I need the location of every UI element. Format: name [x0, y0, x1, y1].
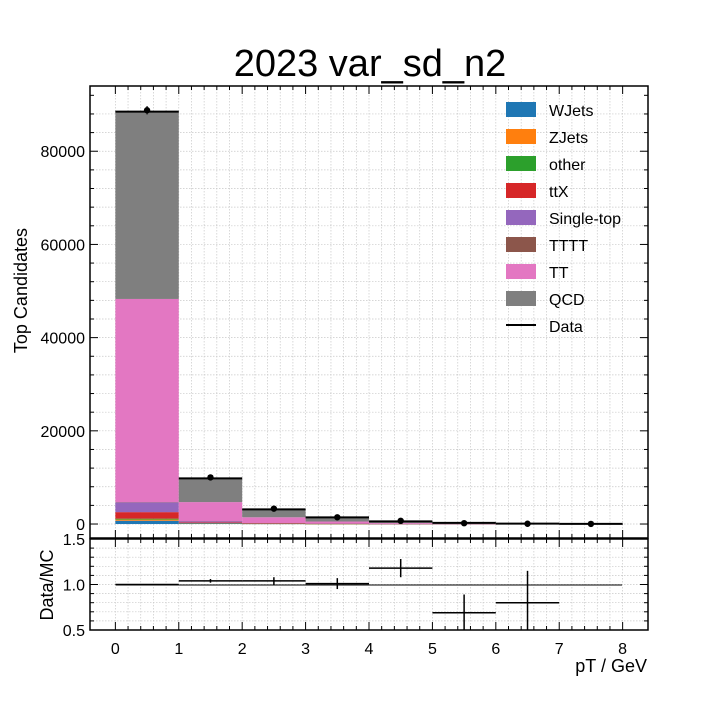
ratio-y-tick-label: 0.5	[63, 623, 85, 640]
ratio-y-tick-label: 1.5	[63, 532, 85, 549]
legend-label-data: Data	[549, 319, 583, 336]
legend-swatch-zjets	[506, 129, 536, 144]
x-tick-label: 3	[301, 641, 310, 658]
data-point	[460, 519, 468, 527]
bar-wjets	[178, 523, 243, 525]
legend-label-tt: TT	[549, 265, 569, 282]
y-tick-label: 20000	[41, 424, 86, 441]
x-tick-label: 5	[428, 641, 437, 658]
x-axis-label: pT / GeV	[575, 656, 647, 676]
ratio-panel: 0 1 2 3 4 5 6 7 8 0.5 1.0 1.5 Data/MC pT / GeV	[37, 532, 649, 676]
bar-single-top	[115, 502, 179, 513]
y-tick-label: 40000	[41, 331, 86, 348]
y-tick-label: 0	[76, 517, 85, 534]
stacked-bars	[115, 110, 623, 525]
x-tick-label: 0	[111, 641, 120, 658]
main-ticks: 0 20000 40000 60000 80000	[41, 86, 648, 538]
legend-swatch-other	[506, 156, 536, 171]
ratio-ticks: 0 1 2 3 4 5 6 7 8 0.5 1.0 1.5	[63, 532, 648, 658]
legend-label-ttx: ttX	[549, 184, 569, 201]
bar-tt	[242, 517, 306, 524]
legend-label-single-top: Single-top	[549, 211, 621, 228]
legend-swatch-wjets	[506, 102, 536, 117]
legend-label-tttt: TTTT	[549, 238, 588, 255]
legend-label-qcd: QCD	[549, 292, 585, 309]
data-point	[587, 520, 595, 528]
ratio-y-axis-label: Data/MC	[37, 549, 57, 620]
legend-swatch-single-top	[506, 210, 536, 225]
bar-qcd	[178, 478, 243, 503]
data-point	[397, 517, 404, 525]
legend: WJetsZJetsotherttXSingle-topTTTTTTQCDDat…	[506, 102, 621, 336]
chart-title: 2023 var_sd_n2	[234, 43, 507, 85]
bar-other	[115, 518, 179, 520]
bar-wjets	[115, 520, 179, 525]
legend-swatch-qcd	[506, 291, 536, 306]
data-point	[207, 474, 214, 481]
bar-single-top	[178, 521, 243, 523]
x-tick-label: 8	[618, 641, 627, 658]
y-axis-label: Top Candidates	[11, 228, 31, 353]
legend-swatch-tt	[506, 264, 536, 279]
y-tick-label: 80000	[41, 144, 86, 161]
x-tick-label: 2	[238, 641, 247, 658]
bar-tt	[115, 298, 179, 503]
legend-swatch-ttx	[506, 183, 536, 198]
data-point	[143, 107, 151, 114]
ratio-points	[115, 559, 560, 630]
bar-qcd	[242, 509, 306, 518]
legend-label-zjets: ZJets	[549, 130, 588, 147]
x-tick-label: 6	[491, 641, 500, 658]
legend-label-other: other	[549, 157, 586, 174]
bar-qcd	[115, 111, 179, 299]
legend-swatch-tttt	[506, 237, 536, 252]
main-grid	[90, 86, 648, 538]
bar-ttx	[115, 512, 179, 519]
bar-ttx	[178, 522, 243, 524]
bar-zjets	[115, 519, 179, 521]
data-point	[270, 505, 278, 512]
bar-tt	[178, 502, 243, 522]
ratio-y-tick-label: 1.0	[63, 578, 85, 595]
data-point	[524, 520, 531, 527]
bar-tt	[305, 521, 369, 524]
x-tick-label: 1	[174, 641, 183, 658]
legend-label-wjets: WJets	[549, 103, 593, 120]
y-tick-label: 60000	[41, 237, 86, 254]
data-points	[143, 106, 595, 528]
x-tick-label: 4	[365, 641, 374, 658]
data-point	[334, 514, 341, 521]
x-tick-label: 7	[555, 641, 564, 658]
main-panel: 0 20000 40000 60000 80000 Top Candidates	[11, 85, 649, 539]
